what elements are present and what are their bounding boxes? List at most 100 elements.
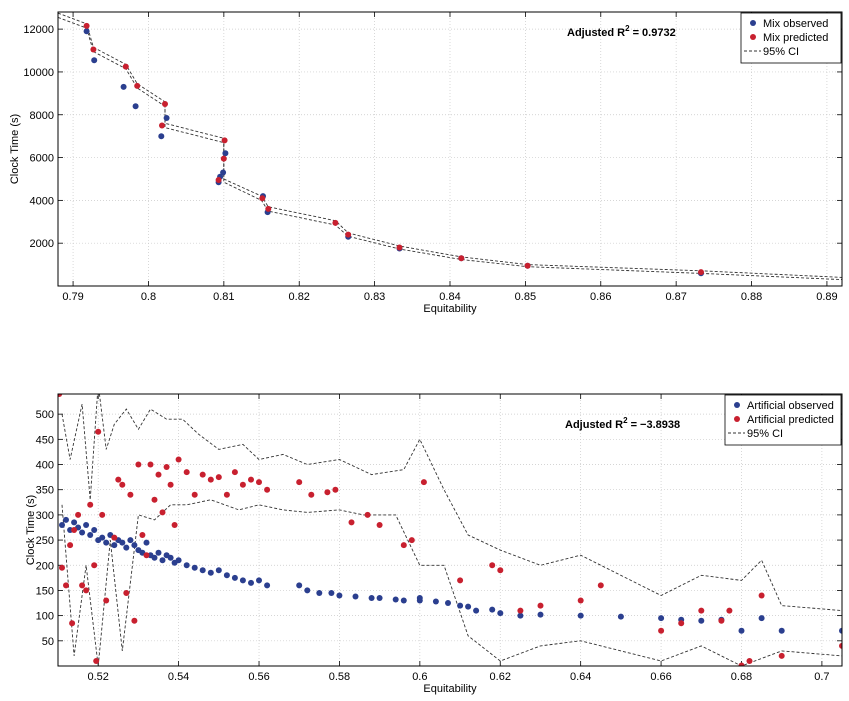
artificial-observed-point [304, 587, 311, 594]
artificial-predicted-point [75, 511, 82, 518]
mix-observed-point [222, 150, 229, 157]
artificial-predicted-point [726, 607, 733, 614]
mix-predicted-point [122, 63, 129, 70]
artificial-observed-point [328, 590, 335, 596]
artificial-observed-point [758, 615, 765, 622]
artificial-observed-point [738, 627, 745, 634]
artificial-observed-point [457, 602, 464, 609]
chart-1: 0.79 0.8 0.81 0.82 0.83 0.84 0.85 0.86 0.87 0.88 0… [9, 11, 843, 315]
mix-predicted-point [524, 262, 531, 269]
artificial-predicted-point [577, 597, 584, 604]
artificial-observed-point [87, 532, 94, 538]
artificial-predicted-point [376, 522, 383, 528]
artificial-observed-point [183, 562, 190, 569]
annotation-suffix: = 0.9732 [630, 27, 676, 39]
artificial-predicted-point [207, 476, 214, 483]
artificial-predicted-point [537, 602, 544, 609]
y-tick-label: 450 [36, 434, 54, 446]
artificial-observed-point [392, 596, 399, 603]
artificial-predicted-point [738, 662, 745, 666]
artificial-observed-point [59, 522, 65, 528]
legend-label: 95% CI [763, 46, 799, 58]
y-tick-label: 50 [42, 636, 54, 648]
artificial-predicted-point [332, 486, 339, 493]
plot-frame [57, 393, 843, 667]
artificial-predicted-point [99, 511, 106, 518]
artificial-predicted-point [698, 607, 705, 614]
artificial-predicted-point [119, 481, 126, 488]
artificial-predicted-point [264, 486, 271, 493]
legend-marker [750, 20, 756, 26]
mix-predicted-point [159, 122, 165, 129]
y-tick-label: 6000 [30, 153, 54, 165]
artificial-predicted-point [658, 627, 665, 634]
artificial-predicted-point [131, 617, 138, 624]
artificial-predicted-point [143, 552, 150, 559]
artificial-predicted-point [93, 658, 100, 664]
r-squared-annotation: Adjusted R2 = 0.9732 [567, 24, 676, 39]
artificial-observed-point [473, 607, 480, 614]
x-tick-label: 0.79 [62, 291, 83, 303]
artificial-predicted-point [159, 509, 166, 516]
artificial-observed-point [143, 539, 150, 546]
legend-marker [734, 416, 740, 422]
artificial-predicted-point [79, 582, 86, 589]
legend-marker [734, 402, 740, 408]
artificial-predicted-point [135, 461, 142, 468]
y-tick-label: 2000 [30, 238, 54, 250]
legend-box [740, 12, 842, 64]
ci-lower-line [58, 16, 842, 281]
artificial-predicted-point [63, 582, 69, 589]
artificial-predicted-point [103, 597, 110, 604]
artificial-observed-point [432, 598, 439, 605]
plot-area [58, 394, 842, 666]
artificial-predicted-point [308, 491, 315, 498]
legend: Mix observed Mix predicted 95% CI [740, 12, 842, 64]
x-axis-label: Equitability [423, 303, 477, 315]
artificial-observed-point [119, 539, 126, 546]
mix-predicted-point [90, 46, 97, 53]
artificial-observed-point [231, 574, 238, 581]
artificial-predicted-point [400, 542, 407, 549]
x-tick-label: 0.8 [141, 291, 156, 303]
artificial-predicted-point [115, 476, 122, 483]
artificial-observed-point [376, 595, 383, 601]
mix-predicted-point [458, 255, 465, 262]
x-tick-label: 0.86 [590, 291, 611, 303]
y-tick-label: 100 [36, 611, 54, 623]
artificial-observed-point [79, 529, 86, 536]
artificial-predicted-point [58, 394, 63, 397]
artificial-predicted-point [163, 464, 170, 470]
mix-predicted-point [396, 244, 403, 251]
artificial-observed-point [83, 522, 90, 528]
mix-predicted-point [162, 101, 168, 107]
y-tick-label: 10000 [23, 67, 54, 79]
artificial-predicted-point [147, 461, 154, 468]
artificial-predicted-point [517, 607, 524, 614]
artificial-observed-point [658, 615, 665, 622]
mix-predicted-point [220, 155, 227, 162]
artificial-observed-point [352, 593, 359, 600]
x-tick-label: 0.89 [816, 291, 837, 303]
y-tick-label: 8000 [30, 110, 54, 122]
artificial-predicted-point [839, 642, 842, 649]
artificial-predicted-point [718, 617, 725, 624]
mix-predicted-point [83, 22, 90, 29]
artificial-observed-point [617, 613, 624, 620]
artificial-observed-point [215, 567, 222, 574]
artificial-predicted-point [59, 564, 65, 571]
mix-predicted-point [345, 231, 352, 238]
mix-observed-point [158, 133, 165, 140]
artificial-observed-point [517, 612, 524, 619]
artificial-observed-point [127, 537, 134, 544]
artificial-predicted-point [191, 491, 198, 498]
artificial-observed-point [207, 569, 214, 576]
artificial-predicted-point [87, 501, 94, 508]
mix-predicted-point [265, 205, 272, 212]
mix-observed-point [83, 28, 90, 35]
artificial-observed-point [199, 567, 206, 574]
ci-upper-line [58, 12, 842, 278]
y-tick-label: 500 [36, 409, 54, 421]
chart-2: 0.52 0.54 0.56 0.58 0.6 0.62 0.64 0.66 0.68 0.7 50… [25, 393, 843, 695]
artificial-observed-point [191, 564, 198, 571]
